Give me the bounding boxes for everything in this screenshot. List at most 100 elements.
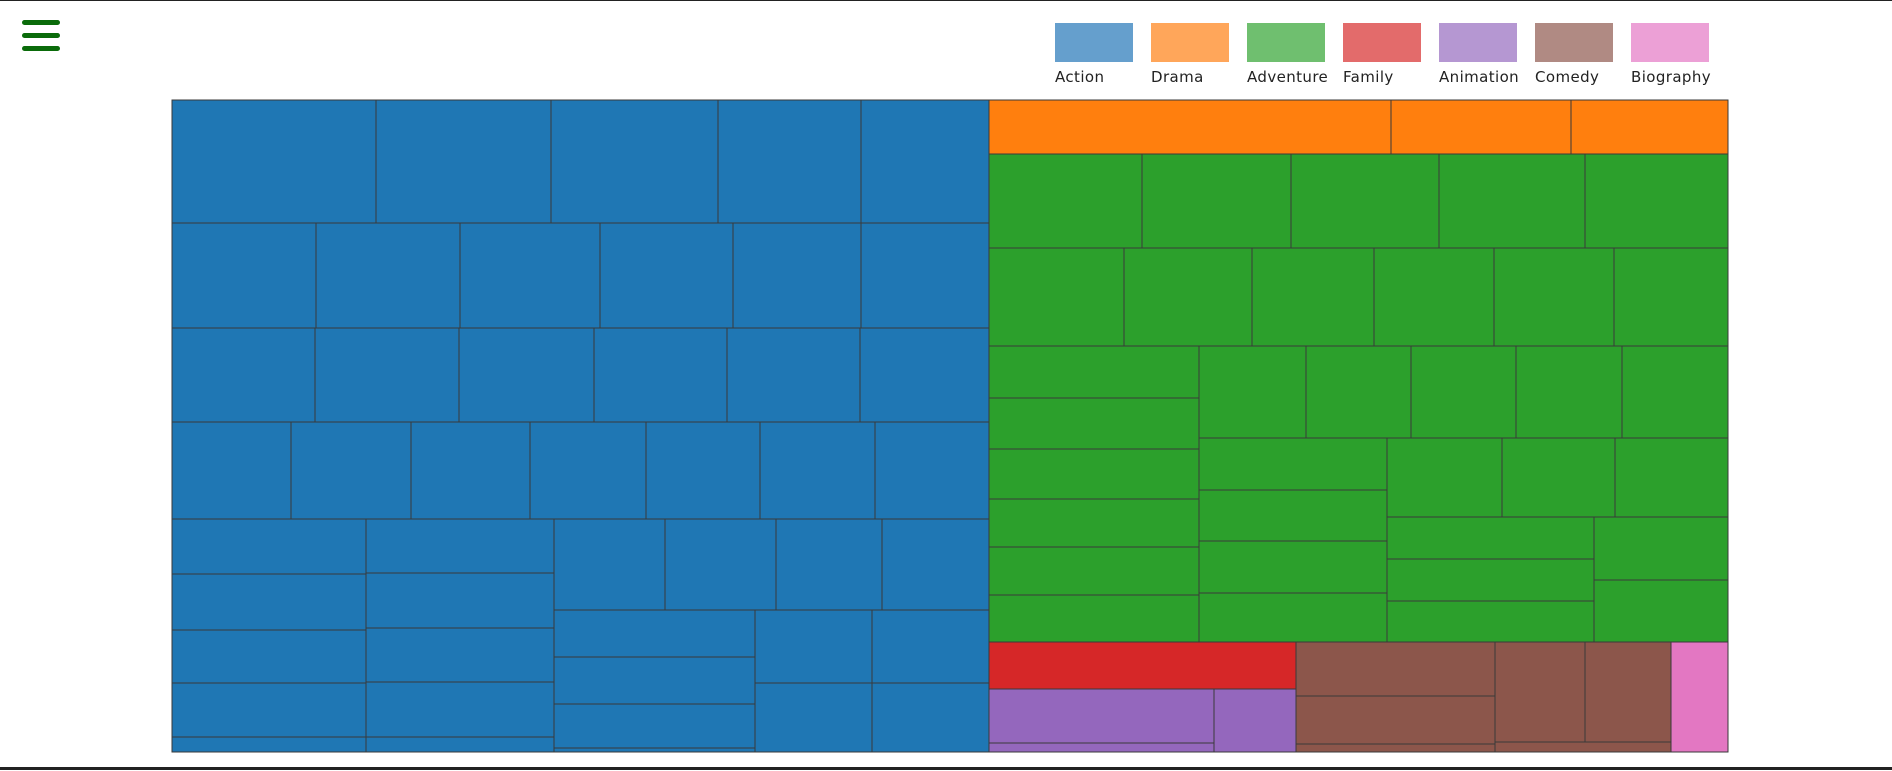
treemap-cell-adventure[interactable] — [1386, 600, 1595, 643]
treemap-cell-action[interactable] — [553, 747, 756, 753]
treemap-cell-adventure[interactable] — [1386, 437, 1503, 518]
treemap-cell-action[interactable] — [553, 518, 666, 611]
treemap-cell-action[interactable] — [171, 99, 377, 224]
treemap-cell-action[interactable] — [365, 518, 555, 574]
legend-item-comedy[interactable]: Comedy — [1535, 23, 1615, 86]
treemap-cell-comedy[interactable] — [1494, 641, 1586, 753]
treemap-cell-action[interactable] — [529, 421, 647, 520]
treemap-cell-action[interactable] — [754, 609, 873, 684]
treemap-cell-adventure[interactable] — [1593, 516, 1729, 581]
treemap-cell-adventure[interactable] — [988, 498, 1200, 548]
treemap-cell-adventure[interactable] — [1438, 153, 1586, 249]
treemap-cell-action[interactable] — [860, 222, 990, 329]
treemap-cell-action[interactable] — [759, 421, 876, 520]
treemap-cell-adventure[interactable] — [1198, 592, 1388, 643]
treemap-cell-adventure[interactable] — [988, 153, 1143, 249]
treemap-cell-action[interactable] — [171, 573, 367, 631]
treemap-cell-action[interactable] — [553, 609, 756, 658]
treemap-cell-action[interactable] — [459, 222, 601, 329]
treemap-cell-drama[interactable] — [988, 99, 1392, 155]
treemap-cell-action[interactable] — [881, 518, 990, 611]
treemap-cell-action[interactable] — [645, 421, 761, 520]
treemap-cell-adventure[interactable] — [988, 247, 1125, 347]
treemap-cell-adventure[interactable] — [1593, 579, 1729, 643]
treemap-cell-adventure[interactable] — [1515, 345, 1623, 439]
treemap-cell-action[interactable] — [365, 572, 555, 629]
treemap-cell-action[interactable] — [550, 99, 719, 224]
treemap-cell-animation[interactable] — [1213, 688, 1297, 753]
treemap-cell-adventure[interactable] — [1141, 153, 1292, 249]
treemap-cell-action[interactable] — [593, 327, 728, 423]
treemap-cell-adventure[interactable] — [1501, 437, 1616, 518]
treemap-cell-adventure[interactable] — [1584, 153, 1729, 249]
treemap-cell-adventure[interactable] — [1198, 540, 1388, 594]
treemap-cell-adventure[interactable] — [1386, 516, 1595, 560]
treemap-cell-adventure[interactable] — [988, 594, 1200, 643]
treemap-cell-action[interactable] — [365, 627, 555, 683]
treemap-cell-adventure[interactable] — [1198, 345, 1307, 439]
treemap-cell-adventure[interactable] — [1621, 345, 1729, 439]
treemap-cell-drama[interactable] — [1390, 99, 1572, 155]
treemap-cell-action[interactable] — [871, 609, 990, 684]
treemap-cell-adventure[interactable] — [1123, 247, 1253, 347]
treemap-cell-action[interactable] — [874, 421, 990, 520]
hamburger-menu-icon[interactable] — [22, 19, 62, 53]
treemap-cell-action[interactable] — [290, 421, 412, 520]
legend-item-adventure[interactable]: Adventure — [1247, 23, 1328, 86]
treemap-cell-action[interactable] — [171, 327, 316, 423]
treemap-cell-action[interactable] — [314, 327, 460, 423]
treemap-cell-drama[interactable] — [1570, 99, 1729, 155]
legend-item-drama[interactable]: Drama — [1151, 23, 1231, 86]
treemap-cell-action[interactable] — [171, 518, 367, 575]
treemap-cell-animation[interactable] — [988, 742, 1215, 753]
legend-item-biography[interactable]: Biography — [1631, 23, 1711, 86]
treemap-cell-adventure[interactable] — [1410, 345, 1517, 439]
treemap-cell-action[interactable] — [717, 99, 862, 224]
treemap-cell-comedy[interactable] — [1295, 641, 1496, 697]
treemap-cell-action[interactable] — [365, 736, 555, 753]
treemap-cell-action[interactable] — [553, 703, 756, 749]
treemap-cell-adventure[interactable] — [1614, 437, 1729, 518]
treemap-cell-action[interactable] — [871, 682, 990, 753]
treemap-cell-adventure[interactable] — [988, 448, 1200, 500]
treemap-cell-adventure[interactable] — [988, 546, 1200, 596]
treemap-cell-action[interactable] — [365, 681, 555, 738]
treemap-cell-action[interactable] — [859, 327, 990, 423]
treemap-cell-adventure[interactable] — [1290, 153, 1440, 249]
treemap-cell-adventure[interactable] — [988, 345, 1200, 399]
treemap-cell-adventure[interactable] — [1198, 437, 1388, 491]
treemap-cell-adventure[interactable] — [1613, 247, 1729, 347]
treemap-cell-action[interactable] — [171, 629, 367, 684]
legend-item-action[interactable]: Action — [1055, 23, 1135, 86]
treemap-cell-action[interactable] — [315, 222, 461, 329]
treemap-cell-action[interactable] — [553, 656, 756, 705]
treemap-cell-comedy[interactable] — [1584, 641, 1672, 753]
treemap-cell-action[interactable] — [171, 736, 367, 753]
treemap-cell-action[interactable] — [732, 222, 862, 329]
treemap-cell-adventure[interactable] — [1305, 345, 1412, 439]
treemap-cell-comedy[interactable] — [1295, 743, 1496, 753]
treemap-cell-comedy[interactable] — [1295, 695, 1496, 745]
treemap-cell-action[interactable] — [171, 421, 292, 520]
treemap-cell-action[interactable] — [410, 421, 531, 520]
treemap-cell-action[interactable] — [458, 327, 595, 423]
treemap-cell-action[interactable] — [754, 682, 873, 753]
treemap-cell-adventure[interactable] — [1493, 247, 1615, 347]
treemap-cell-action[interactable] — [171, 682, 367, 738]
treemap-cell-adventure[interactable] — [1198, 489, 1388, 542]
treemap-cell-adventure[interactable] — [988, 397, 1200, 450]
treemap-cell-action[interactable] — [860, 99, 990, 224]
treemap-cell-comedy[interactable] — [1494, 741, 1672, 753]
treemap-cell-adventure[interactable] — [1386, 558, 1595, 602]
treemap-cell-adventure[interactable] — [1251, 247, 1375, 347]
treemap-cell-family[interactable] — [988, 641, 1297, 690]
treemap-cell-action[interactable] — [375, 99, 552, 224]
treemap-cell-action[interactable] — [664, 518, 777, 611]
treemap-cell-adventure[interactable] — [1373, 247, 1495, 347]
legend-item-family[interactable]: Family — [1343, 23, 1423, 86]
treemap-cell-action[interactable] — [726, 327, 861, 423]
treemap-cell-action[interactable] — [775, 518, 883, 611]
legend-item-animation[interactable]: Animation — [1439, 23, 1519, 86]
treemap-cell-biography[interactable] — [1670, 641, 1729, 753]
treemap-cell-action[interactable] — [171, 222, 317, 329]
